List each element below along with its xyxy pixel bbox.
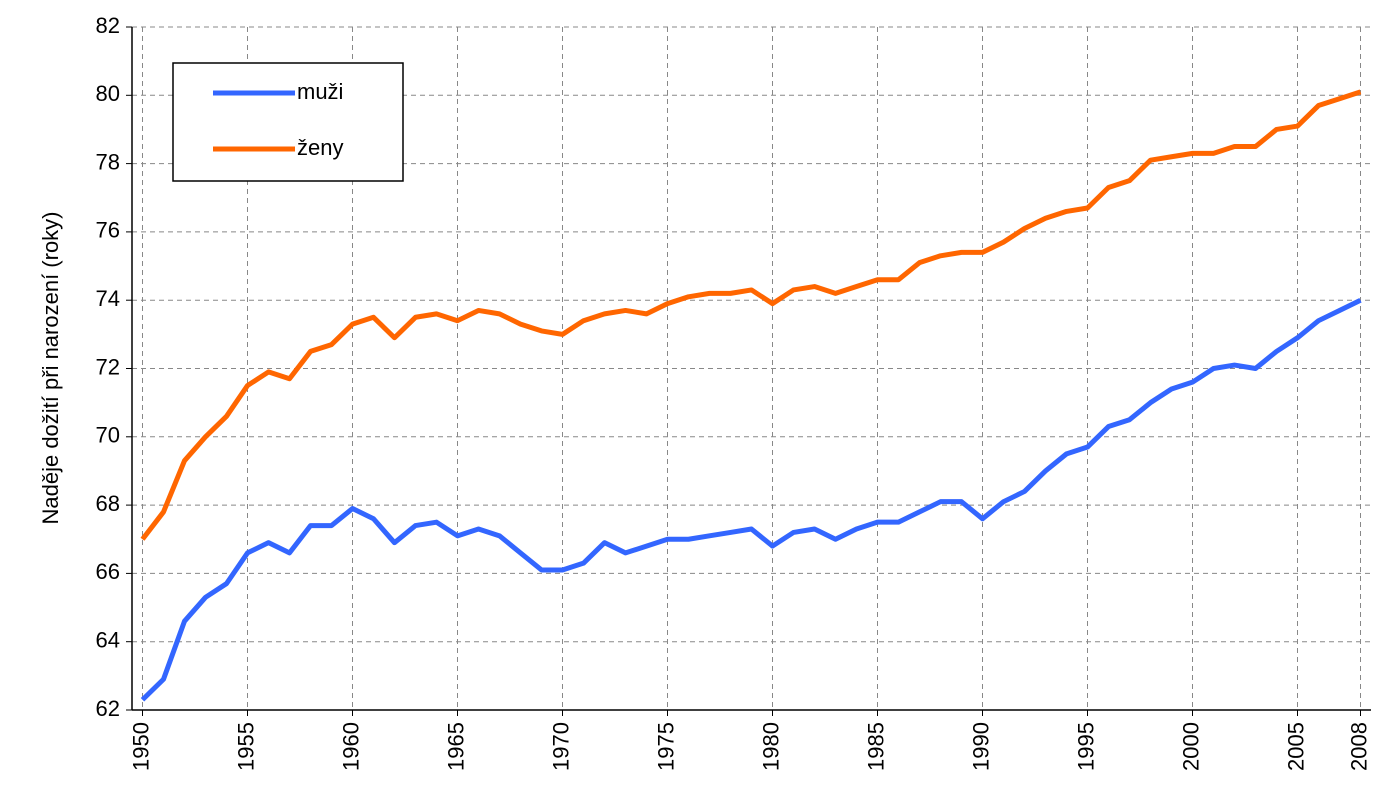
x-tick-label: 1970 bbox=[548, 722, 573, 771]
y-tick-label: 70 bbox=[96, 423, 120, 448]
x-tick-label: 1960 bbox=[338, 722, 363, 771]
series-line bbox=[140, 89, 1362, 541]
y-tick-label: 68 bbox=[96, 491, 120, 516]
y-tick-label: 62 bbox=[96, 696, 120, 721]
x-tick-label: 2000 bbox=[1178, 722, 1203, 771]
x-tick-label: 1990 bbox=[968, 722, 993, 771]
y-tick-label: 72 bbox=[96, 354, 120, 379]
y-tick-label: 64 bbox=[96, 628, 120, 653]
x-tick-label: 2005 bbox=[1283, 722, 1308, 771]
y-tick-label: 80 bbox=[96, 81, 120, 106]
y-tick-label: 76 bbox=[96, 218, 120, 243]
x-tick-label: 1950 bbox=[128, 722, 153, 771]
series-line bbox=[140, 297, 1362, 702]
x-tick-label: 1995 bbox=[1073, 722, 1098, 771]
y-axis-label: Naděje dožití při narození (roky) bbox=[38, 211, 63, 524]
y-tick-label: 78 bbox=[96, 149, 120, 174]
x-tick-label: 1955 bbox=[233, 722, 258, 771]
y-tick-label: 66 bbox=[96, 559, 120, 584]
x-tick-label: 1975 bbox=[653, 722, 678, 771]
legend-label: ženy bbox=[297, 135, 343, 160]
y-tick-label: 74 bbox=[96, 286, 120, 311]
x-tick-label: 1965 bbox=[443, 722, 468, 771]
y-tick-label: 82 bbox=[96, 13, 120, 38]
x-tick-label: 2008 bbox=[1346, 722, 1371, 771]
x-tick-label: 1985 bbox=[863, 722, 888, 771]
x-tick-label: 1980 bbox=[758, 722, 783, 771]
legend-box bbox=[172, 62, 404, 182]
legend-label: muži bbox=[297, 79, 343, 104]
